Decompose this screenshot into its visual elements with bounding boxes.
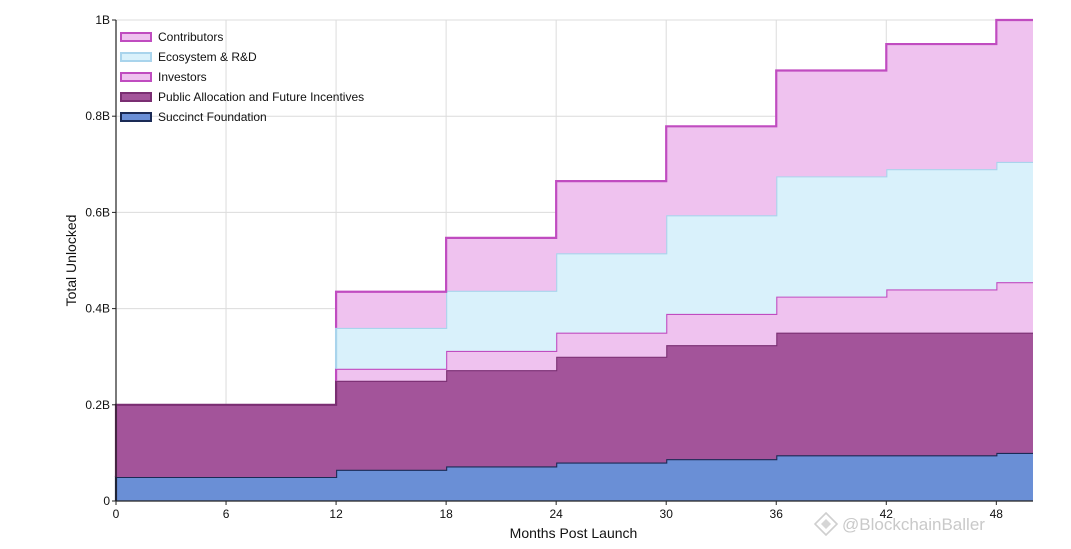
y-tick-label-1: 0.2B bbox=[85, 398, 110, 412]
legend: Contributors Ecosystem & R&D Investors Publ… bbox=[120, 30, 364, 124]
legend-label-succinct-foundation: Succinct Foundation bbox=[158, 110, 267, 124]
area-ecosystem-r-d bbox=[116, 161, 1033, 405]
legend-label-contributors: Contributors bbox=[158, 30, 223, 44]
area-investors bbox=[116, 282, 1033, 405]
x-tick-label-18: 18 bbox=[439, 507, 453, 521]
legend-item-investors: Investors bbox=[120, 70, 207, 84]
x-tick-label-30: 30 bbox=[660, 507, 674, 521]
x-tick-label-48: 48 bbox=[990, 507, 1004, 521]
area-public-allocation-and-future-incentives bbox=[116, 332, 1033, 477]
legend-item-ecosystem-r-d: Ecosystem & R&D bbox=[120, 50, 257, 64]
x-tick-label-36: 36 bbox=[770, 507, 784, 521]
y-axis-title: Total Unlocked bbox=[63, 215, 79, 307]
legend-item-contributors: Contributors bbox=[120, 30, 223, 44]
area-succinct-foundation bbox=[116, 452, 1033, 501]
y-tick-label-2: 0.4B bbox=[85, 302, 110, 316]
legend-item-succinct-foundation: Succinct Foundation bbox=[120, 110, 267, 124]
area-layer bbox=[114, 18, 1033, 501]
y-tick-label-0: 0 bbox=[103, 494, 110, 508]
legend-swatch-public-allocation-and-future-incentives bbox=[120, 92, 152, 102]
edge-contributors bbox=[334, 18, 1033, 328]
x-tick-label-24: 24 bbox=[549, 507, 563, 521]
binance-diamond-icon bbox=[813, 511, 839, 537]
legend-swatch-succinct-foundation bbox=[120, 112, 152, 122]
legend-label-public-allocation-and-future-incentives: Public Allocation and Future Incentives bbox=[158, 90, 364, 104]
x-tick-label-42: 42 bbox=[880, 507, 894, 521]
y-tick-label-3: 0.6B bbox=[85, 205, 110, 219]
legend-label-ecosystem-r-d: Ecosystem & R&D bbox=[158, 50, 257, 64]
x-tick-label-6: 6 bbox=[223, 507, 230, 521]
x-axis-title: Months Post Launch bbox=[510, 525, 638, 541]
y-tick-label-4: 0.8B bbox=[85, 109, 110, 123]
axis-layer: 0 6 12 18 24 30 36 42 48 0 0.2B 0.4B 0.6B 0.8B 1B Month… bbox=[63, 13, 1033, 541]
legend-item-public-allocation-and-future-incentives: Public Allocation and Future Incentives bbox=[120, 90, 364, 104]
area-contributors bbox=[116, 20, 1033, 405]
y-tick-label-5: 1B bbox=[95, 13, 110, 27]
legend-label-investors: Investors bbox=[158, 70, 207, 84]
watermark: @BlockchainBaller bbox=[813, 511, 985, 537]
legend-swatch-ecosystem-r-d bbox=[120, 52, 152, 62]
x-tick-label-0: 0 bbox=[113, 507, 120, 521]
x-tick-label-12: 12 bbox=[329, 507, 343, 521]
watermark-text: @BlockchainBaller bbox=[842, 515, 985, 534]
legend-swatch-contributors bbox=[120, 32, 152, 42]
legend-swatch-investors bbox=[120, 72, 152, 82]
